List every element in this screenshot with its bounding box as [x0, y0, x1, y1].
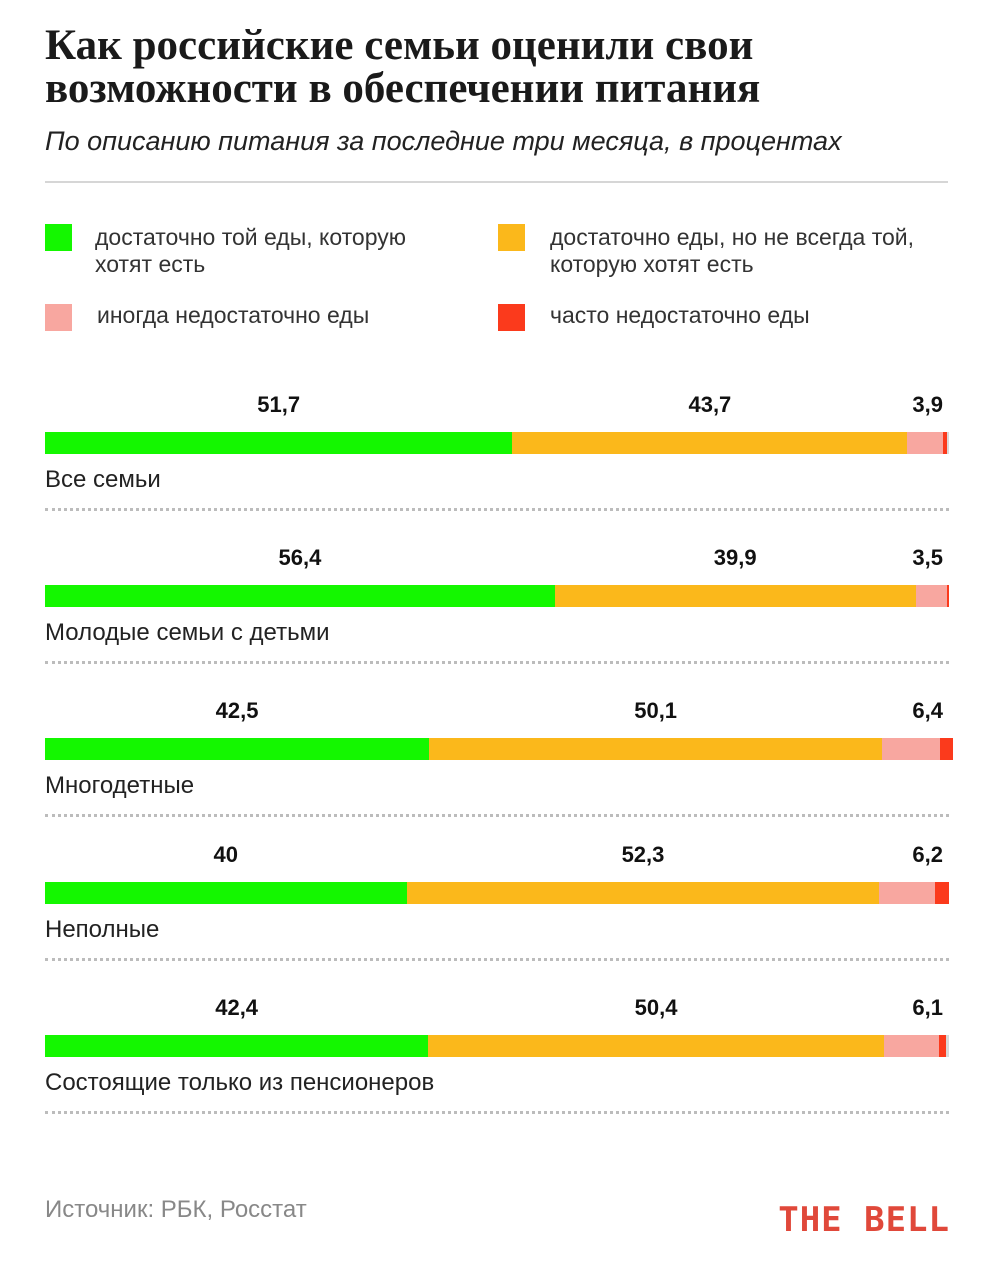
data-label: 56,4 [278, 545, 322, 570]
data-label: 3,9 [912, 392, 943, 417]
value-labels: 51,7 43,7 3,9 [45, 392, 949, 426]
bar-row: 51,7 43,7 3,9 Все семьи [45, 392, 949, 542]
legend-swatch [498, 224, 525, 251]
bar-segment [45, 432, 513, 454]
data-label: 42,4 [215, 995, 259, 1020]
category-label: Многодетные [45, 772, 195, 799]
bar-row: 42,4 50,4 6,1 Состоящие только из пенсионер… [45, 995, 949, 1145]
bar-segment [939, 1035, 947, 1057]
data-label: 3,5 [912, 545, 943, 570]
bar-segment [883, 1035, 940, 1057]
source-note: Источник: РБК, Росстат [45, 1196, 307, 1223]
bar-segment [428, 1035, 884, 1057]
title-divider [45, 181, 948, 183]
legend-swatch [45, 224, 72, 251]
bar-segment [45, 1035, 429, 1057]
bar-segment [45, 882, 407, 904]
value-labels: 42,5 50,1 6,4 [45, 698, 949, 732]
data-label: 39,9 [713, 545, 757, 570]
bar-segment [429, 738, 883, 760]
row-divider [45, 661, 949, 664]
value-labels: 56,4 39,9 3,5 [45, 545, 949, 579]
bar-segment [406, 882, 880, 904]
bar-segment [915, 585, 948, 607]
bar-segment [554, 585, 916, 607]
chart-title: Как российские семьи оценили свои возмож… [45, 22, 761, 112]
legend-label: достаточно еды, но не всегда той, котору… [550, 224, 915, 277]
value-labels: 40 52,3 6,2 [45, 842, 949, 876]
bar-segment [939, 738, 954, 760]
the-bell-logo: THE BELL [778, 1200, 950, 1240]
bar-segment [512, 432, 908, 454]
legend-label: иногда недостаточно еды [97, 302, 370, 328]
chart-subtitle: По описанию питания за последние три мес… [45, 126, 842, 156]
legend-item-sometimes-not-enough: иногда недостаточно еды [45, 302, 465, 331]
row-divider [45, 508, 949, 511]
data-label: 42,5 [215, 698, 259, 723]
data-label: 50,1 [634, 698, 678, 723]
data-label: 52,3 [621, 842, 665, 867]
data-label: 43,7 [688, 392, 732, 417]
bar-row: 42,5 50,1 6,4 Многодетные [45, 698, 954, 848]
data-label: 50,4 [634, 995, 678, 1020]
row-divider [45, 814, 949, 817]
data-label: 6,4 [912, 698, 943, 723]
bar-row: 40 52,3 6,2 Неполные [45, 842, 949, 992]
category-label: Неполные [45, 916, 160, 943]
legend-label: достаточно той еды, которую хотят есть [95, 224, 406, 277]
bar-segment [935, 882, 949, 904]
legend-item-often-not-enough: часто недостаточно еды [498, 302, 948, 331]
legend-swatch [498, 304, 525, 331]
stacked-bar [45, 882, 949, 904]
bar-segment [942, 432, 948, 454]
category-label: Все семьи [45, 466, 161, 493]
stacked-bar [45, 1035, 949, 1057]
legend-item-enough-desired: достаточно той еды, которую хотят есть [45, 224, 465, 278]
stacked-bar [45, 432, 949, 454]
category-label: Состоящие только из пенсионеров [45, 1069, 435, 1096]
legend-label: часто недостаточно еды [550, 302, 810, 328]
row-divider [45, 958, 949, 961]
row-divider [45, 1111, 949, 1114]
bar-segment [45, 738, 430, 760]
bar-segment [45, 585, 555, 607]
bar-segment [947, 585, 949, 607]
data-label: 51,7 [257, 392, 301, 417]
bar-segment [882, 738, 940, 760]
bar-segment [879, 882, 936, 904]
bar-row: 56,4 39,9 3,5 Молодые семьи с детьми [45, 545, 949, 695]
bar-segment [907, 432, 943, 454]
stacked-bar [45, 738, 954, 760]
stacked-bar [45, 585, 949, 607]
data-label: 40 [213, 842, 239, 867]
legend-swatch [45, 304, 72, 331]
value-labels: 42,4 50,4 6,1 [45, 995, 949, 1029]
category-label: Молодые семьи с детьми [45, 619, 330, 646]
data-label: 6,1 [912, 995, 943, 1020]
data-label: 6,2 [912, 842, 943, 867]
legend-item-enough-not-always-desired: достаточно еды, но не всегда той, котору… [498, 224, 948, 278]
